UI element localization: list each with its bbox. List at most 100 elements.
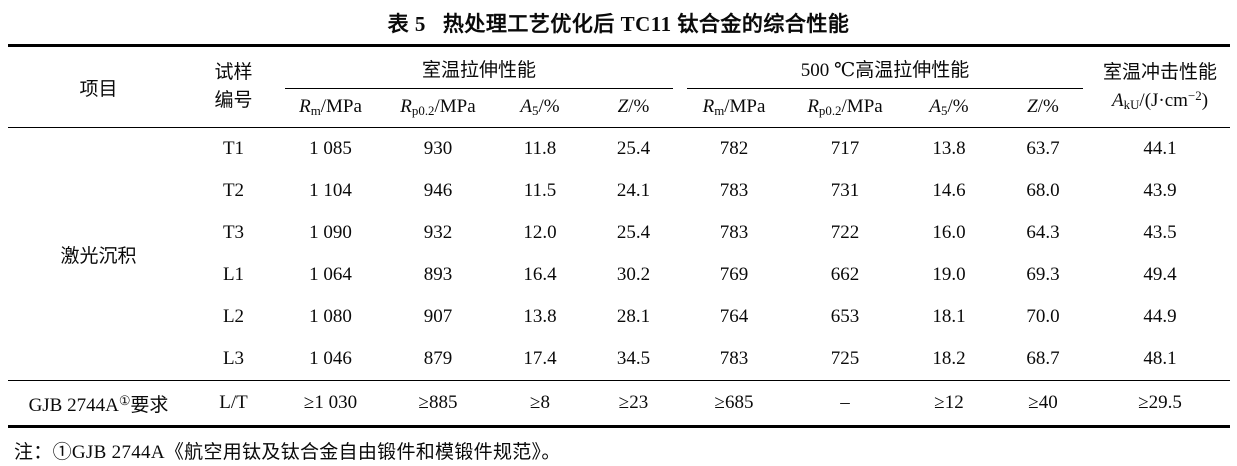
table-cell: 48.1 — [1143, 348, 1177, 369]
table-row-t1: 激光沉积 T1 1 085 930 11.8 25.4 782 717 13.8… — [8, 128, 1230, 267]
table-cell: 17.4 — [523, 348, 557, 369]
table-cell: 24.1 — [616, 180, 651, 201]
table-cell: 64.3 — [1026, 222, 1060, 243]
header-sample-line2: 编号 — [214, 90, 253, 111]
header-a5-500: A5/% — [902, 89, 997, 128]
table-cell: 13.8 — [523, 306, 557, 327]
table-cell: 1 090 — [309, 222, 352, 243]
header-z-500: Z/% — [996, 89, 1091, 128]
table-cell: 782 — [719, 138, 749, 159]
table-cell: 1 064 — [309, 264, 352, 285]
table-cell: ≥885 — [383, 380, 493, 427]
table-cell: ≥29.5 — [1090, 380, 1231, 427]
table-cell: 18.2 — [932, 348, 966, 369]
table-cell: 14.6 — [932, 180, 966, 201]
header-impact-title: 室温冲击性能 — [1103, 62, 1218, 84]
table-number: 表 5 — [387, 12, 426, 36]
table-footnote: 注：①GJB 2744A《航空用钛及钛合金自由锻件和模锻件规范》。 — [14, 442, 561, 463]
table-cell: 11.5 — [523, 180, 557, 201]
table-cell: 764 — [719, 306, 749, 327]
header-row-quantities: Rm/MPa Rp0.2/MPa A5/% Z/% Rm/MPa Rp0.2/M… — [8, 89, 1230, 128]
table-cell: 662 — [830, 264, 860, 285]
table-cell: 1 085 — [309, 138, 352, 159]
table-cell: 783 — [719, 222, 749, 243]
table-title: 表 5 热处理工艺优化后 TC11 钛合金的综合性能 — [0, 0, 1237, 38]
table-cell: 783 — [719, 348, 749, 369]
table-row-t2: T2 1 104 946 11.5 24.1 783 731 14.6 68.0… — [8, 170, 1230, 212]
table-cell: 783 — [719, 180, 749, 201]
table-cell: ≥685 — [680, 380, 789, 427]
table-cell: ≥40 — [996, 380, 1091, 427]
table-row-t3: T3 1 090 932 12.0 25.4 783 722 16.0 64.3… — [8, 212, 1230, 254]
sample-id: L3 — [222, 348, 245, 369]
table-cell: 68.7 — [1026, 348, 1060, 369]
table-cell: 1 046 — [309, 348, 352, 369]
table-cell: 34.5 — [616, 348, 651, 369]
table-cell: 769 — [719, 264, 749, 285]
table-cell: 907 — [423, 306, 453, 327]
table-row-l1: L1 1 064 893 16.4 30.2 769 662 19.0 69.3… — [8, 254, 1230, 296]
table-cell: 49.4 — [1143, 264, 1177, 285]
table-cell: 946 — [423, 180, 453, 201]
table-cell: ≥1 030 — [278, 380, 383, 427]
table-cell: 932 — [423, 222, 453, 243]
table-cell: 731 — [830, 180, 860, 201]
table-row-l3: L3 1 046 879 17.4 34.5 783 725 18.2 68.7… — [8, 338, 1230, 381]
table-cell: 44.9 — [1143, 306, 1177, 327]
footnote-marker: ① — [118, 392, 131, 408]
table-cell: 44.1 — [1143, 138, 1177, 159]
table-cell: 722 — [830, 222, 860, 243]
table-cell: 12.0 — [523, 222, 557, 243]
table-cell: 25.4 — [616, 222, 651, 243]
header-rm-500: Rm/MPa — [680, 89, 789, 128]
table-cell: 63.7 — [1026, 138, 1060, 159]
header-row-groups: 项目 试样 编号 室温拉伸性能 500 ℃高温拉伸性能 室温冲击性能 AkU/(… — [8, 45, 1231, 128]
table-cell: 13.8 — [932, 138, 966, 159]
table-cell: 68.0 — [1026, 180, 1060, 201]
sample-id: T1 — [222, 138, 245, 159]
header-a5-room: A5/% — [493, 89, 587, 128]
header-rp02-500: Rp0.2/MPa — [788, 89, 903, 128]
table-cell: 930 — [423, 138, 453, 159]
sample-id: L1 — [222, 264, 245, 285]
table-cell: 30.2 — [616, 264, 651, 285]
table-cell: 879 — [423, 348, 453, 369]
header-project: 项目 — [8, 45, 189, 128]
header-group-high-temp-tensile: 500 ℃高温拉伸性能 — [680, 46, 1090, 90]
table-cell: 43.5 — [1143, 222, 1177, 243]
table-cell: 717 — [830, 138, 860, 159]
table-cell: 28.1 — [616, 306, 651, 327]
table-cell: 893 — [423, 264, 453, 285]
sample-id: T3 — [222, 222, 245, 243]
table-cell: ≥8 — [493, 380, 587, 427]
header-rp02-room: Rp0.2/MPa — [383, 89, 493, 128]
sample-id: L2 — [222, 306, 245, 327]
table-row-l2: L2 1 080 907 13.8 28.1 764 653 18.1 70.0… — [8, 296, 1230, 338]
table-cell: 1 104 — [309, 180, 352, 201]
header-sample-id: 试样 编号 — [189, 45, 278, 128]
table-cell: 69.3 — [1026, 264, 1060, 285]
table-cell: 1 080 — [309, 306, 352, 327]
table-cell: 25.4 — [616, 138, 651, 159]
table-cell: 18.1 — [932, 306, 966, 327]
table-cell: ≥12 — [902, 380, 997, 427]
table-cell: 16.0 — [932, 222, 966, 243]
sample-id: L/T — [189, 380, 278, 427]
header-impact: 室温冲击性能 AkU/(J·cm−2) — [1090, 45, 1231, 128]
header-group-room-temp-tensile: 室温拉伸性能 — [278, 46, 680, 90]
table-cell: 16.4 — [523, 264, 557, 285]
table-cell: 70.0 — [1026, 306, 1060, 327]
table-cell: ≥23 — [587, 380, 681, 427]
table-cell: 11.8 — [523, 138, 557, 159]
project-label-laser-deposition: 激光沉积 — [60, 245, 137, 267]
header-impact-formula: AkU/(J·cm−2) — [1112, 87, 1209, 113]
table-row-requirement: GJB 2744A①要求 L/T ≥1 030 ≥885 ≥8 ≥23 ≥685… — [8, 380, 1231, 427]
table-cell: – — [788, 380, 903, 427]
header-sample-line1: 试样 — [214, 62, 253, 84]
table-cell: 19.0 — [932, 264, 966, 285]
header-rm-room: Rm/MPa — [278, 89, 383, 128]
table-title-text: 热处理工艺优化后 TC11 钛合金的综合性能 — [442, 12, 850, 36]
requirement-label: GJB 2744A①要求 — [8, 380, 189, 427]
properties-table: 项目 试样 编号 室温拉伸性能 500 ℃高温拉伸性能 室温冲击性能 AkU/(… — [8, 44, 1231, 428]
